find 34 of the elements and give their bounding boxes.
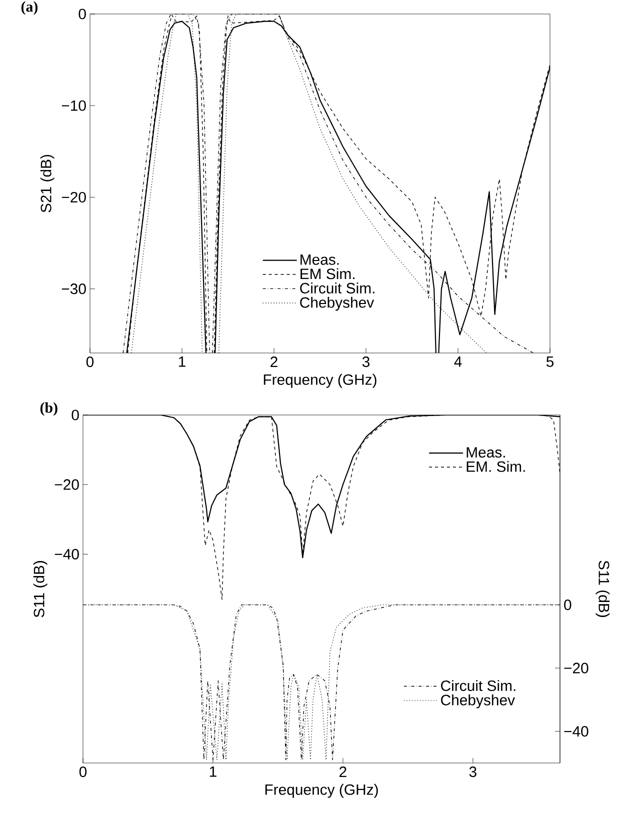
x-tick-label: 4 — [454, 356, 462, 367]
y2-tick-label: 0 — [564, 600, 572, 610]
y-axis-title: S11 (dB) — [33, 561, 48, 618]
y-tick-label: −30 — [62, 284, 86, 294]
x-tick-label: 3 — [469, 766, 476, 778]
y-tick-label: 0 — [72, 410, 79, 420]
y-tick-label: −20 — [54, 479, 79, 490]
x-tick-label: 1 — [178, 356, 186, 367]
x-tick-label: 2 — [270, 356, 278, 367]
x-axis-title: Frequency (GHz) — [264, 374, 376, 388]
y2-tick-label: −40 — [564, 726, 588, 737]
x-tick-label: 2 — [340, 766, 346, 777]
chart-title: (b) — [40, 402, 58, 416]
y2-tick-label: −20 — [564, 662, 588, 674]
y2-axis-title: S11 (dB) — [596, 560, 610, 617]
y-tick-label: 0 — [78, 8, 86, 20]
legend-label: Chebyshev — [441, 694, 515, 708]
chart-title: (a) — [21, 1, 38, 15]
y-axis-title: S21 (dB) — [40, 154, 54, 212]
x-tick-label: 3 — [362, 356, 370, 368]
y-tick-label: −10 — [62, 100, 86, 111]
y-tick-label: −40 — [54, 548, 79, 560]
legend-label: Circuit Sim. — [441, 680, 516, 692]
x-tick-label: 1 — [210, 766, 216, 777]
x-tick-label: 5 — [546, 356, 554, 367]
legend-label: Circuit Sim. — [300, 282, 374, 294]
legend-label: Meas. — [466, 447, 505, 458]
legend-label: EM. Sim. — [466, 460, 525, 472]
x-axis-title: Frequency (GHz) — [265, 784, 378, 798]
legend-label: Meas. — [300, 254, 339, 265]
legend-label: EM Sim. — [300, 268, 354, 280]
y-tick-label: −20 — [62, 192, 86, 203]
legend-label: Chebyshev — [300, 296, 374, 311]
x-tick-label: 0 — [86, 356, 94, 368]
